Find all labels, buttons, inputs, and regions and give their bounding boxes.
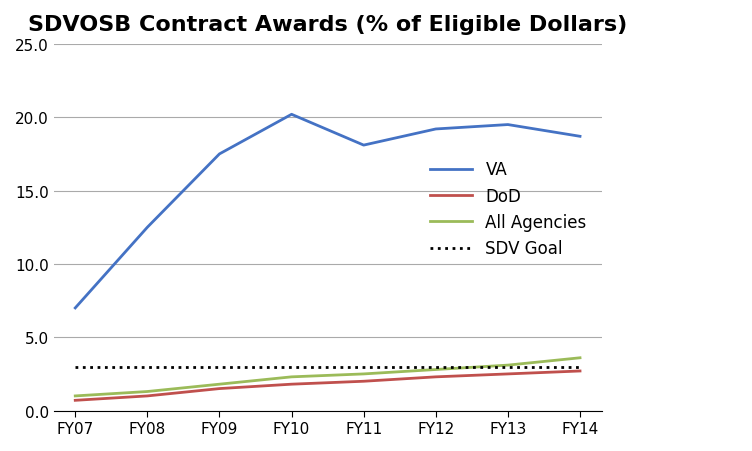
- Legend: VA, DoD, All Agencies, SDV Goal: VA, DoD, All Agencies, SDV Goal: [423, 154, 593, 264]
- VA: [143, 225, 152, 230]
- SDV Goal: [503, 364, 512, 369]
- SDV Goal: [71, 364, 80, 369]
- SDV Goal: [215, 364, 224, 369]
- Line: All Agencies: All Agencies: [75, 358, 580, 396]
- DoD: [71, 398, 80, 403]
- All Agencies: [575, 355, 584, 361]
- All Agencies: [503, 363, 512, 368]
- All Agencies: [215, 382, 224, 387]
- DoD: [575, 368, 584, 374]
- VA: [359, 143, 368, 148]
- VA: [287, 112, 296, 118]
- DoD: [287, 382, 296, 387]
- VA: [432, 127, 441, 133]
- SDV Goal: [287, 364, 296, 369]
- DoD: [503, 371, 512, 377]
- Line: VA: VA: [75, 115, 580, 308]
- All Agencies: [71, 393, 80, 399]
- Line: DoD: DoD: [75, 371, 580, 400]
- All Agencies: [432, 367, 441, 373]
- SDV Goal: [575, 364, 584, 369]
- SDV Goal: [359, 364, 368, 369]
- VA: [71, 305, 80, 311]
- DoD: [359, 379, 368, 384]
- VA: [575, 134, 584, 140]
- All Agencies: [287, 374, 296, 380]
- DoD: [432, 374, 441, 380]
- Title: SDVOSB Contract Awards (% of Eligible Dollars): SDVOSB Contract Awards (% of Eligible Do…: [28, 15, 627, 35]
- All Agencies: [359, 371, 368, 377]
- All Agencies: [143, 389, 152, 394]
- VA: [215, 152, 224, 157]
- DoD: [215, 386, 224, 391]
- VA: [503, 123, 512, 128]
- DoD: [143, 393, 152, 399]
- SDV Goal: [143, 364, 152, 369]
- SDV Goal: [432, 364, 441, 369]
